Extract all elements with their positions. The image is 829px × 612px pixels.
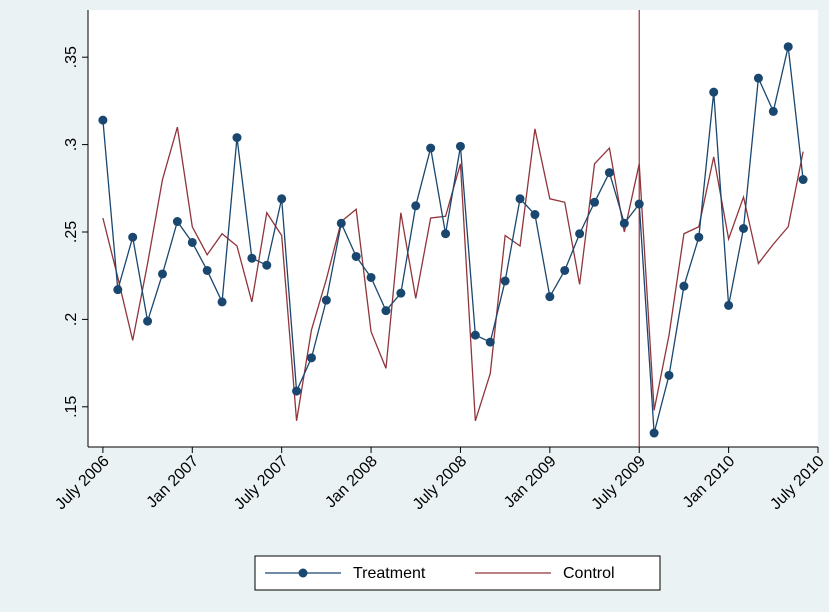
data-point <box>277 194 287 204</box>
y-tick-label: .3 <box>63 138 80 151</box>
data-point <box>470 330 480 340</box>
data-point <box>411 201 421 211</box>
data-point <box>143 316 153 326</box>
data-point <box>739 224 749 233</box>
legend-label: Treatment <box>353 565 426 582</box>
data-point <box>336 218 346 228</box>
data-point <box>485 337 495 347</box>
data-point <box>724 300 734 310</box>
data-point <box>500 276 510 286</box>
data-point <box>798 175 808 185</box>
data-point <box>709 87 719 97</box>
data-point <box>575 229 585 239</box>
y-tick-label: .35 <box>63 46 80 68</box>
data-point <box>187 237 197 247</box>
data-point <box>753 73 763 83</box>
y-tick-label: .25 <box>63 221 80 243</box>
data-point <box>679 281 689 291</box>
data-point <box>306 353 316 363</box>
legend-label: Control <box>563 565 615 582</box>
data-point <box>98 115 108 125</box>
data-point <box>604 168 614 178</box>
data-point <box>426 143 436 153</box>
y-tick-label: .15 <box>63 396 80 418</box>
data-point <box>172 217 182 227</box>
data-point <box>560 265 570 275</box>
data-point <box>217 297 227 307</box>
y-tick-label: .2 <box>63 313 80 326</box>
data-point <box>664 370 674 380</box>
data-point <box>128 232 138 242</box>
data-point <box>321 295 331 305</box>
data-point <box>262 260 272 270</box>
plot-area <box>88 10 818 447</box>
data-point <box>619 218 629 228</box>
data-point <box>694 232 704 242</box>
data-point <box>351 251 361 261</box>
data-point <box>396 288 406 298</box>
data-point <box>783 42 793 52</box>
data-point <box>634 199 644 209</box>
data-point <box>530 210 540 220</box>
data-point <box>157 269 167 279</box>
data-point <box>366 272 376 282</box>
data-point <box>649 428 659 438</box>
series-line <box>102 46 804 434</box>
data-point <box>292 386 302 396</box>
legend-marker <box>298 568 308 578</box>
data-point <box>202 265 212 275</box>
data-point <box>590 197 600 207</box>
data-point <box>455 141 465 151</box>
data-point <box>768 106 778 116</box>
data-point <box>113 285 123 295</box>
data-point <box>247 253 257 263</box>
data-point <box>515 194 525 204</box>
data-point <box>441 229 451 239</box>
data-point <box>545 292 555 302</box>
data-point <box>381 306 391 316</box>
data-point <box>232 133 242 143</box>
